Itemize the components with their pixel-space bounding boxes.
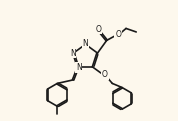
Text: O: O [102, 70, 108, 79]
Text: N: N [83, 39, 88, 49]
Text: O: O [95, 25, 101, 34]
Text: O: O [115, 30, 121, 39]
Text: N: N [76, 63, 82, 72]
Text: N: N [70, 49, 76, 58]
